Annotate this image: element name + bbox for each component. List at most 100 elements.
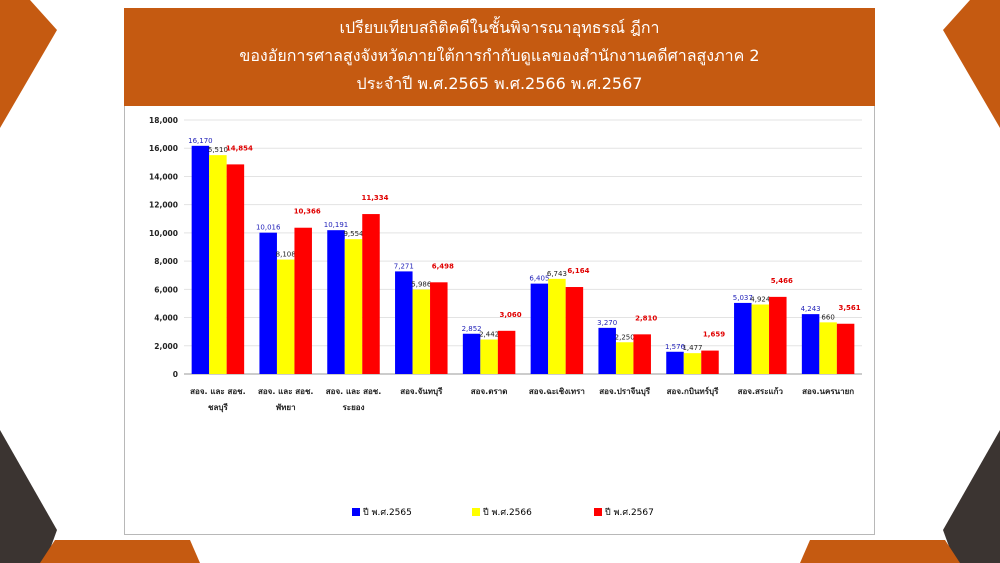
- data-label: 10,366: [294, 208, 321, 216]
- bar: [276, 259, 295, 374]
- y-tick-label: 14,000: [149, 172, 178, 181]
- x-tick-label: สอจ.ฉะเชิงเทรา: [529, 387, 585, 396]
- data-label: 10,191: [324, 221, 349, 229]
- chart-legend: ปี พ.ศ.2565 ปี พ.ศ.2566 ปี พ.ศ.2567: [124, 505, 875, 521]
- data-label: 5,510: [208, 146, 228, 154]
- bar: [548, 278, 566, 374]
- bar: [412, 289, 431, 374]
- legend-label: ปี พ.ศ.2567: [605, 508, 654, 518]
- bar: [598, 327, 616, 374]
- bar: [615, 342, 634, 374]
- data-label: 3,270: [597, 319, 617, 327]
- y-tick-label: 0: [173, 370, 178, 379]
- x-tick-label: สอจ.กบินทร์บุรี: [667, 386, 719, 397]
- data-label: 6,405: [529, 275, 549, 283]
- x-tick-label: สอจ. และ สอช.: [258, 387, 314, 396]
- data-label: 6,164: [567, 267, 589, 275]
- right-top-decoration: [943, 0, 1000, 128]
- y-tick-label: 6,000: [154, 285, 178, 294]
- bar: [819, 322, 837, 374]
- bar: [751, 304, 770, 374]
- bar: [666, 351, 684, 374]
- x-tick-label: พัทยา: [276, 403, 296, 412]
- x-tick-label: สอจ.จันทบุรี: [400, 386, 443, 397]
- bar: [395, 271, 413, 374]
- bar: [294, 227, 312, 374]
- bar: [327, 230, 345, 374]
- legend-swatch: [472, 508, 480, 516]
- bar: [480, 339, 498, 374]
- bar: [497, 330, 516, 374]
- bar: [226, 164, 245, 374]
- bar: [430, 282, 448, 374]
- header-line-2: ของอัยการศาลสูงจังหวัดภายใต้การกำกับดูแล…: [239, 46, 760, 65]
- chart-header: เปรียบเทียบสถิติคดีในชั้นพิจารณาอุทธรณ์ …: [124, 8, 875, 106]
- bar: [769, 296, 787, 374]
- data-label: 1,659: [703, 331, 725, 339]
- right-bottom-decoration: [943, 430, 1000, 563]
- data-label: 4,924: [750, 296, 771, 304]
- legend-swatch: [352, 508, 360, 516]
- data-label: 1,477: [682, 344, 702, 352]
- data-label: 660: [821, 313, 834, 321]
- x-tick-label: ระยอง: [343, 403, 365, 412]
- bar: [683, 353, 702, 374]
- legend-item: ปี พ.ศ.2566: [472, 505, 532, 519]
- data-label: 5,037: [733, 294, 753, 302]
- data-label: 6,743: [547, 270, 567, 278]
- header-line-1: เปรียบเทียบสถิติคดีในชั้นพิจารณาอุทธรณ์ …: [339, 18, 660, 37]
- bar: [209, 155, 227, 374]
- data-label: 5,986: [411, 281, 432, 289]
- bar: [734, 302, 752, 374]
- bottom-right-orange-bar: [800, 540, 960, 563]
- bar: [530, 283, 549, 374]
- legend-label: ปี พ.ศ.2565: [363, 508, 412, 518]
- data-label: 6,498: [432, 262, 454, 270]
- y-tick-label: 16,000: [149, 144, 178, 153]
- data-label: 4,243: [801, 305, 821, 313]
- data-label: 3,561: [839, 304, 861, 312]
- bar-chart: 0 2,000 4,000 6,000 8,000 10,000 12,000 14,000 1…: [149, 116, 862, 413]
- data-label: 8,108: [276, 251, 296, 259]
- bottom-left-orange-bar: [40, 540, 200, 563]
- y-tick-label: 2,000: [154, 342, 178, 351]
- data-label: 9,554: [343, 230, 364, 238]
- data-label: 3,060: [500, 311, 522, 319]
- legend-item: ปี พ.ศ.2565: [352, 505, 412, 519]
- x-tick-label: สอจ.ตราด: [471, 387, 508, 396]
- data-label: 7,271: [394, 262, 414, 270]
- x-tick-label: ชลบุรี: [208, 402, 228, 413]
- data-label: 14,854: [226, 144, 253, 152]
- x-tick-label: สอจ. และ สอช.: [190, 387, 246, 396]
- bar: [565, 287, 584, 374]
- y-tick-label: 10,000: [149, 229, 178, 238]
- data-label: 2,442: [479, 331, 499, 339]
- bar: [701, 350, 719, 374]
- bar: [344, 239, 363, 374]
- y-tick-label: 4,000: [154, 314, 178, 323]
- bar: [836, 323, 855, 374]
- bar: [362, 214, 380, 374]
- left-top-decoration: [0, 0, 57, 128]
- legend-item: ปี พ.ศ.2567: [594, 505, 654, 519]
- data-label: 2,250: [615, 333, 635, 341]
- x-tick-label: สอจ.นครนายก: [802, 387, 854, 396]
- data-label: 2,852: [462, 325, 482, 333]
- x-tick-label: สอจ. และ สอช.: [326, 387, 382, 396]
- bar: [259, 232, 277, 374]
- legend-swatch: [594, 508, 602, 516]
- bar: [462, 333, 481, 374]
- left-bottom-decoration: [0, 430, 57, 563]
- header-line-3: ประจำปี พ.ศ.2565 พ.ศ.2566 พ.ศ.2567: [356, 74, 643, 93]
- y-tick-label: 18,000: [149, 116, 178, 125]
- data-label: 10,016: [256, 224, 281, 232]
- y-tick-label: 12,000: [149, 201, 178, 210]
- data-label: 2,810: [635, 314, 657, 322]
- legend-label: ปี พ.ศ.2566: [483, 508, 532, 518]
- data-label: 11,334: [361, 194, 388, 202]
- bar: [633, 334, 651, 374]
- bar: [801, 314, 820, 374]
- y-tick-label: 8,000: [154, 257, 178, 266]
- x-tick-label: สอจ.ปราจีนบุรี: [599, 386, 651, 397]
- data-label: 5,466: [771, 277, 793, 285]
